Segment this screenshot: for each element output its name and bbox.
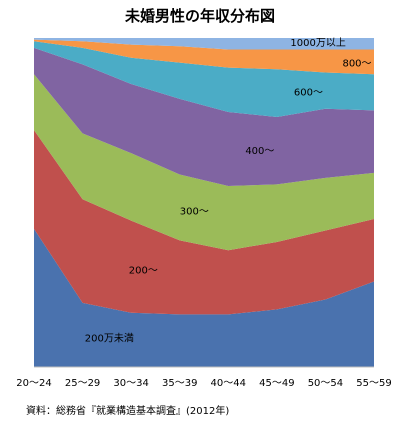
series-label-4: 600〜 bbox=[294, 88, 323, 99]
x-tick-label-2: 30〜34 bbox=[113, 378, 148, 389]
chart-title: 未婚男性の年収分布図 bbox=[124, 7, 275, 25]
x-tick-label-3: 35〜39 bbox=[162, 378, 197, 389]
area-series-0 bbox=[34, 228, 374, 367]
series-label-2: 300〜 bbox=[180, 207, 209, 218]
area-series-6 bbox=[34, 38, 374, 50]
x-tick-label-1: 25〜29 bbox=[65, 378, 100, 389]
x-axis-tick-labels: 20〜24 25〜29 30〜34 35〜39 40〜44 45〜49 50〜54 55〜59 bbox=[16, 378, 391, 389]
x-tick-label-4: 40〜44 bbox=[211, 378, 246, 389]
series-label-0: 200万未満 bbox=[85, 333, 134, 345]
source-note: 資料：総務省『就業構造基本調査』(2012年) bbox=[26, 404, 229, 417]
area-series-1 bbox=[34, 130, 374, 315]
area-series-2 bbox=[34, 74, 374, 251]
x-tick-label-6: 50〜54 bbox=[308, 378, 343, 389]
area-series-4 bbox=[34, 41, 374, 117]
series-label-6: 1000万以上 bbox=[290, 37, 345, 49]
x-tick-label-7: 55〜59 bbox=[356, 378, 391, 389]
series-label-5: 800〜 bbox=[342, 59, 371, 70]
series-label-1: 200〜 bbox=[129, 265, 158, 276]
x-tick-label-5: 45〜49 bbox=[259, 378, 294, 389]
series-labels: 200万未満 200〜 300〜 400〜 600〜 800〜 1000万以上 bbox=[85, 37, 372, 345]
stacked-area-layer bbox=[34, 38, 374, 367]
series-label-3: 400〜 bbox=[245, 146, 274, 157]
area-series-5 bbox=[34, 39, 374, 75]
x-tick-label-0: 20〜24 bbox=[16, 378, 51, 389]
area-series-3 bbox=[34, 47, 374, 187]
